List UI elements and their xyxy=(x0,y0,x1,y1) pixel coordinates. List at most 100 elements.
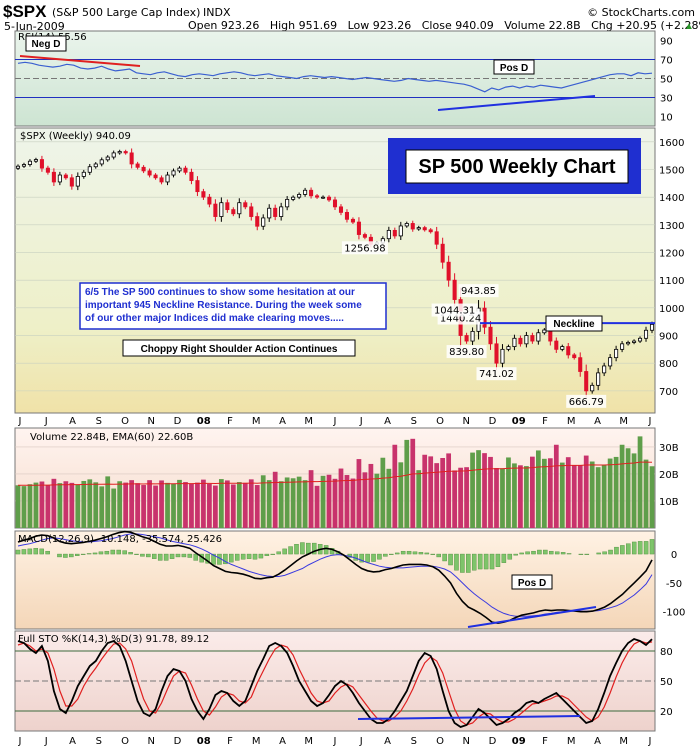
volume-bar xyxy=(464,467,469,528)
candle-body xyxy=(392,229,397,237)
macd-histogram-bar xyxy=(531,550,536,555)
shoulder-box xyxy=(122,339,356,357)
x-tick-label: O xyxy=(436,736,444,747)
volume-bar xyxy=(356,459,362,528)
macd-histogram-bar xyxy=(543,549,548,555)
volume-bar xyxy=(105,476,111,528)
macd-histogram-bar xyxy=(288,546,293,555)
macd-histogram-bar xyxy=(359,553,364,563)
volume-bar xyxy=(308,470,314,528)
price-tick-label: 1400 xyxy=(659,193,684,204)
volume-bar xyxy=(619,444,625,528)
x-tick-label: D xyxy=(174,736,182,747)
candle-body xyxy=(350,218,355,223)
x-tick-label: A xyxy=(384,736,391,747)
volume-bar xyxy=(398,462,404,528)
x-tick-label: F xyxy=(542,736,548,747)
volume-bar xyxy=(218,479,224,528)
macd-histogram-bar xyxy=(323,545,329,555)
candle-body xyxy=(542,329,547,334)
macd-histogram-bar xyxy=(229,553,234,563)
price-tick-label: 1600 xyxy=(659,138,684,149)
macd-histogram-bar xyxy=(448,553,453,566)
neg-d-box xyxy=(25,35,67,52)
macd-histogram-bar xyxy=(258,553,264,559)
volume-bar xyxy=(63,481,69,528)
x-tick-label: N xyxy=(463,736,470,747)
x-tick-label: J xyxy=(648,736,652,747)
candle-body xyxy=(261,217,266,227)
macd-histogram-bar xyxy=(146,553,151,558)
candle-body xyxy=(590,384,595,392)
candle-body xyxy=(105,156,110,161)
macd-histogram-bar xyxy=(602,551,607,555)
volume-bar xyxy=(15,485,21,528)
candle-body xyxy=(566,346,571,356)
x-tick-label: J xyxy=(44,416,48,427)
price-tick-label: 1500 xyxy=(659,166,684,177)
volume-bar xyxy=(607,458,613,528)
x-tick-label: A xyxy=(279,416,286,427)
candle-body xyxy=(584,371,589,392)
candle-body xyxy=(33,159,38,162)
volume-bar xyxy=(224,480,230,528)
candle-body xyxy=(303,189,308,195)
candle-body xyxy=(626,342,631,345)
pos-d-rsi-box xyxy=(493,59,535,75)
macd-histogram-bar xyxy=(430,553,436,555)
x-tick-label: M xyxy=(567,416,576,427)
candle-body xyxy=(165,174,170,183)
macd-histogram-bar xyxy=(637,541,643,555)
x-tick-label: A xyxy=(384,416,391,427)
price-label-bg xyxy=(476,367,517,381)
neg-divergence-line xyxy=(19,55,141,67)
macd-histogram-bar xyxy=(549,550,554,555)
volume-tick-label: 30B xyxy=(659,443,679,454)
macd-histogram-bar xyxy=(418,552,424,555)
volume-bar xyxy=(302,480,308,528)
neckline-label: Neckline xyxy=(553,319,595,330)
macd-histogram-bar xyxy=(442,553,447,562)
candle-body xyxy=(494,343,499,364)
volume-bar xyxy=(458,467,463,528)
neg-d-label: Neg D xyxy=(32,39,61,50)
volume-bar xyxy=(338,468,344,528)
volume-bar xyxy=(207,483,212,528)
macd-histogram-bar xyxy=(264,553,270,556)
x-tick-label: S xyxy=(411,736,417,747)
macd-histogram-bar xyxy=(116,549,121,555)
volume-bar xyxy=(625,448,631,528)
volume-bar xyxy=(195,482,200,528)
candle-body xyxy=(21,164,27,167)
macd-histogram-bar xyxy=(477,553,483,570)
volume-bar xyxy=(392,444,398,528)
volume-bar xyxy=(57,483,63,528)
x-tick-label: S xyxy=(96,736,102,747)
volume-bar xyxy=(470,452,475,528)
rsi-tick-label: 10 xyxy=(660,113,673,124)
x-tick-label: 08 xyxy=(197,736,211,747)
volume-bar xyxy=(296,476,302,528)
volume-bar xyxy=(631,453,637,528)
volume-bar xyxy=(553,444,559,528)
macd-histogram-bar xyxy=(329,548,335,555)
candle-body xyxy=(177,167,182,172)
volume-bar xyxy=(350,478,356,528)
volume-ema-line xyxy=(18,461,653,486)
candle-body xyxy=(643,329,649,339)
volume-bar xyxy=(571,465,577,528)
volume-bar xyxy=(135,483,140,528)
x-axis-middle: J J A S O N D 08 F M A M J J A S O N D 09 F M A M J xyxy=(18,416,652,427)
macd-histogram-bar xyxy=(122,550,127,555)
macd-histogram-bar xyxy=(98,551,104,555)
x-tick-label: M xyxy=(304,416,313,427)
macd-histogram-bar xyxy=(21,549,27,555)
candle-body xyxy=(410,223,415,230)
candle-body xyxy=(57,174,62,183)
x-tick-label: D xyxy=(174,416,182,427)
volume-bar xyxy=(530,456,535,528)
x-tick-label: A xyxy=(69,416,76,427)
commentary-box xyxy=(79,282,387,330)
volume-bar xyxy=(230,484,236,528)
volume-bar xyxy=(69,482,75,528)
